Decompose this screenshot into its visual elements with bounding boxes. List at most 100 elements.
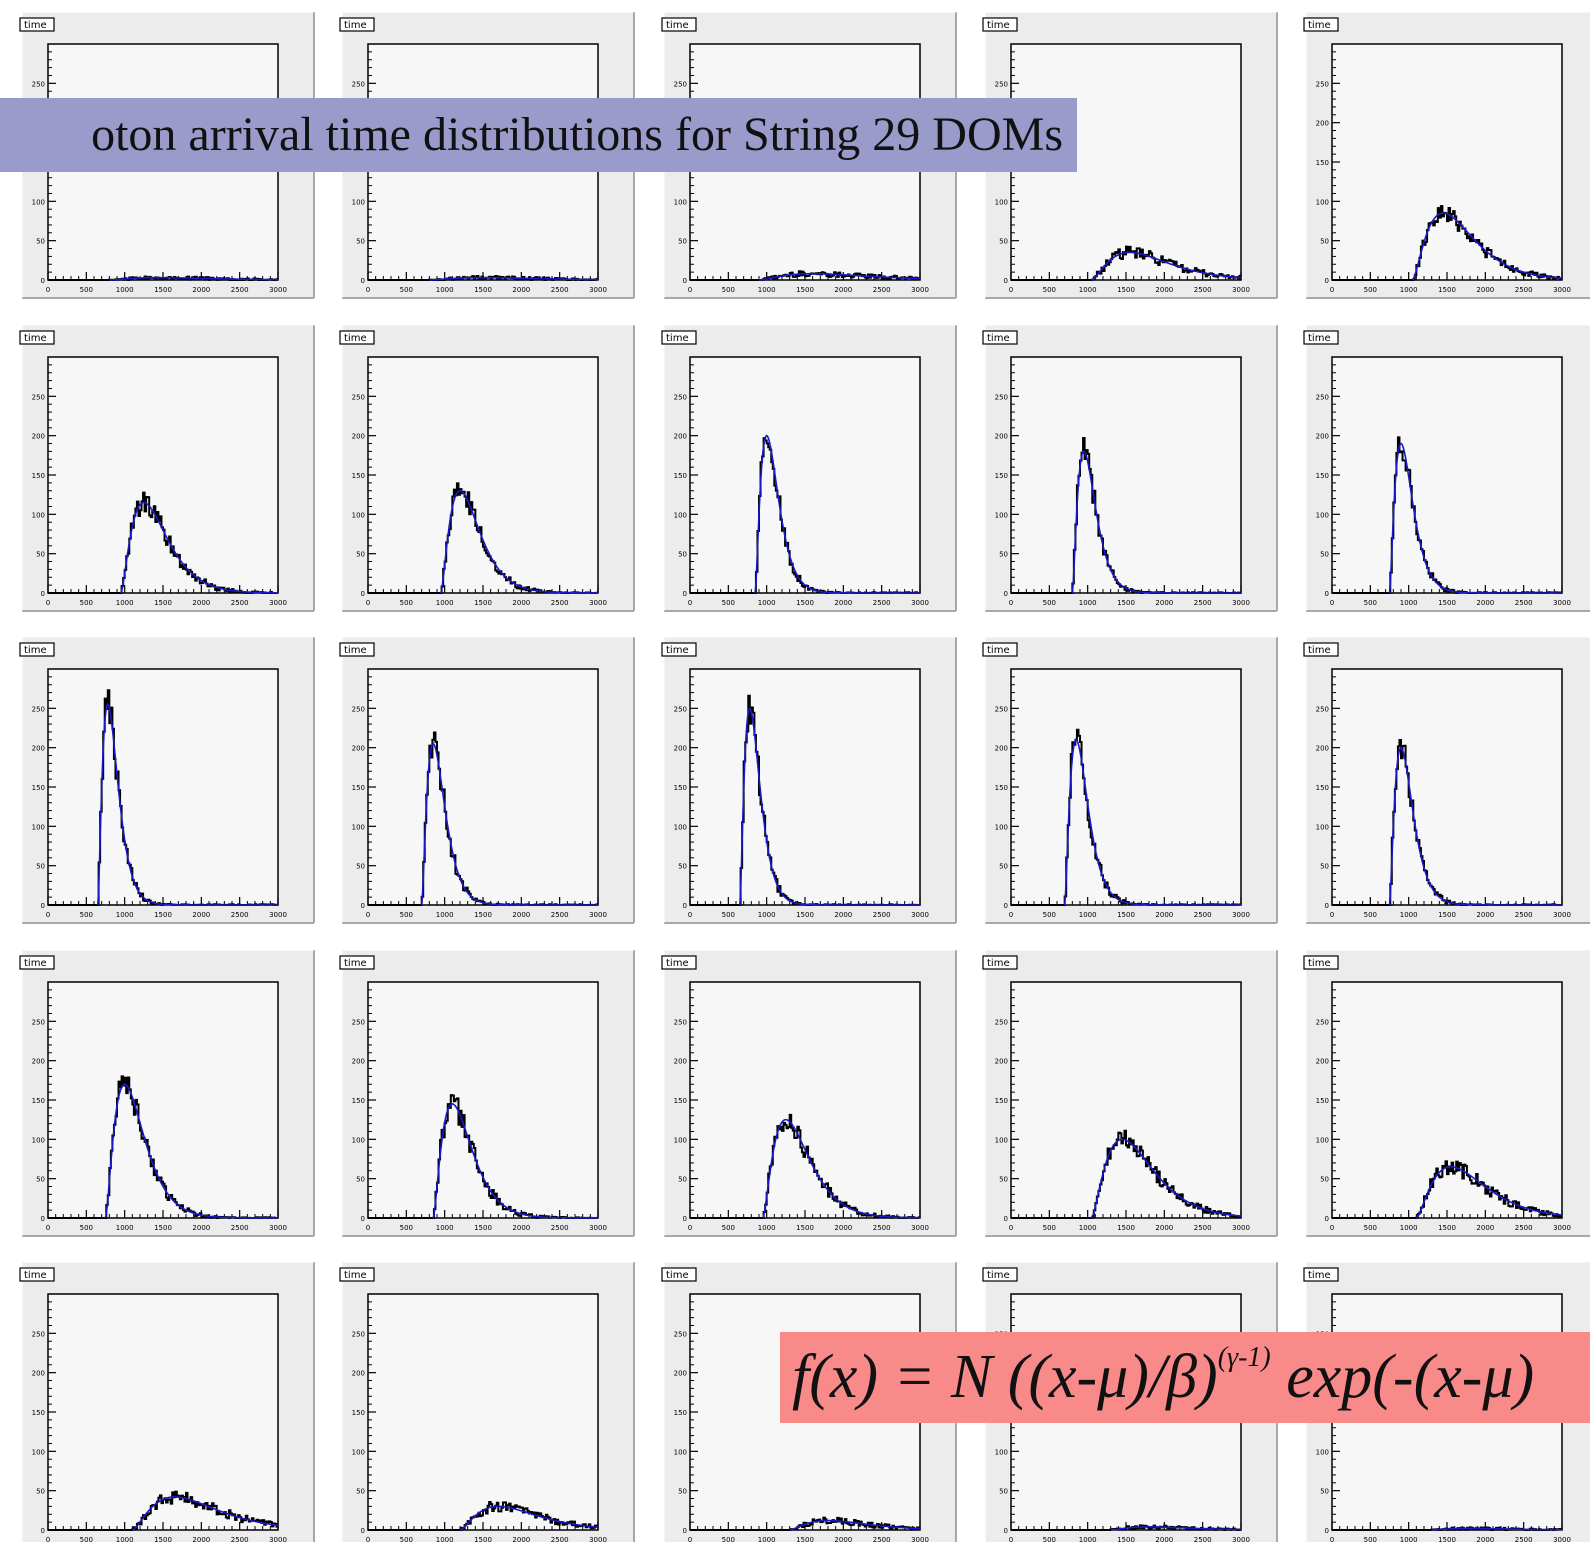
y-tick-label: 250: [674, 393, 687, 401]
y-tick-label: 100: [1316, 198, 1329, 206]
x-tick-label: 2000: [1476, 911, 1494, 919]
x-tick-label: 1500: [154, 599, 172, 607]
x-tick-label: 2000: [512, 911, 530, 919]
y-tick-label: 250: [32, 1330, 45, 1338]
x-tick-label: 1000: [1079, 911, 1097, 919]
y-tick-label: 50: [356, 1488, 365, 1496]
y-tick-label: 0: [1004, 1527, 1008, 1535]
plot-frame: [1010, 356, 1242, 594]
x-tick-label: 0: [46, 599, 50, 607]
x-tick-label: 3000: [269, 911, 287, 919]
x-tick-label: 0: [1330, 1536, 1334, 1542]
title-banner-text: oton arrival time distributions for Stri…: [91, 108, 1063, 161]
fit-curve: [1090, 1138, 1242, 1219]
y-tick-label: 0: [41, 902, 45, 910]
x-tick-label: 1000: [1079, 286, 1097, 294]
y-tick-label: 100: [674, 511, 687, 519]
y-tick-label: 100: [674, 1136, 687, 1144]
formula-main: f(x) = N ((x-μ)/β): [792, 1343, 1218, 1411]
panel-title: time: [24, 20, 47, 31]
x-tick-label: 0: [366, 1536, 370, 1542]
x-tick-label: 3000: [1232, 286, 1250, 294]
fit-curve: [739, 707, 920, 906]
x-tick-label: 1500: [1438, 286, 1456, 294]
y-tick-label: 50: [678, 551, 687, 559]
x-tick-label: 500: [1364, 1536, 1377, 1542]
x-tick-label: 500: [400, 286, 413, 294]
y-tick-label: 0: [683, 590, 687, 598]
y-tick-label: 250: [352, 705, 365, 713]
panel-title-box: [19, 17, 55, 32]
x-tick-label: 0: [688, 286, 692, 294]
panel-title-box: [19, 955, 55, 970]
x-tick-label: 0: [1009, 1536, 1013, 1542]
histogram-series: [1332, 1160, 1562, 1219]
panel-title: time: [24, 645, 47, 656]
y-tick-label: 0: [41, 1527, 45, 1535]
y-tick-label: 250: [32, 1018, 45, 1026]
y-tick-label: 100: [32, 511, 45, 519]
plot-frame: [47, 981, 279, 1219]
y-tick-label: 250: [674, 80, 687, 88]
x-tick-label: 1000: [1400, 1536, 1418, 1542]
histogram-series: [1332, 205, 1562, 281]
x-tick-label: 0: [46, 911, 50, 919]
x-tick-label: 1000: [1079, 1224, 1097, 1232]
y-tick-label: 0: [41, 1215, 45, 1223]
x-tick-label: 2000: [512, 286, 530, 294]
panel-title: time: [1308, 645, 1331, 656]
fit-curve: [1110, 1526, 1242, 1531]
y-tick-label: 200: [1316, 433, 1329, 441]
y-tick-label: 0: [1004, 590, 1008, 598]
panel-title: time: [344, 958, 367, 969]
y-tick-label: 100: [1316, 511, 1329, 519]
panel-title: time: [1308, 958, 1331, 969]
x-tick-label: 0: [688, 911, 692, 919]
y-tick-label: 250: [674, 705, 687, 713]
y-tick-label: 200: [352, 1370, 365, 1378]
x-tick-label: 2500: [1515, 911, 1533, 919]
panel-title-box: [661, 17, 697, 32]
x-tick-label: 500: [80, 1536, 93, 1542]
x-tick-label: 1500: [154, 911, 172, 919]
formula-text: f(x) = N ((x-μ)/β)(γ-1) exp(-(x-μ): [792, 1332, 1534, 1423]
y-tick-label: 50: [999, 863, 1008, 871]
x-tick-label: 2000: [192, 286, 210, 294]
x-tick-label: 500: [80, 1224, 93, 1232]
x-tick-label: 3000: [269, 1224, 287, 1232]
fit-curve: [1388, 746, 1562, 906]
y-tick-label: 250: [995, 705, 1008, 713]
panel-title-box: [339, 642, 375, 657]
x-tick-label: 1500: [1117, 1536, 1135, 1542]
x-tick-label: 2500: [231, 599, 249, 607]
y-tick-label: 150: [995, 784, 1008, 792]
y-tick-label: 100: [32, 1448, 45, 1456]
x-tick-label: 0: [46, 286, 50, 294]
x-tick-label: 2500: [1515, 286, 1533, 294]
y-tick-label: 50: [1320, 238, 1329, 246]
panel-title: time: [666, 645, 689, 656]
panel-title-box: [19, 642, 55, 657]
panel-title-box: [1303, 1267, 1339, 1282]
x-tick-label: 0: [1330, 1224, 1334, 1232]
x-tick-label: 1000: [116, 1224, 134, 1232]
fit-curve: [132, 1496, 279, 1531]
x-tick-label: 1500: [474, 286, 492, 294]
x-tick-label: 2500: [1194, 286, 1212, 294]
x-tick-label: 500: [722, 911, 735, 919]
x-tick-label: 500: [1364, 911, 1377, 919]
x-tick-label: 2000: [834, 911, 852, 919]
panel-title-box: [339, 17, 375, 32]
plot-frame: [1331, 356, 1563, 594]
plot-frame: [689, 356, 921, 594]
x-tick-label: 1000: [116, 1536, 134, 1542]
x-tick-label: 1500: [154, 1224, 172, 1232]
x-tick-label: 3000: [1232, 911, 1250, 919]
x-tick-label: 2000: [1155, 911, 1173, 919]
y-tick-label: 200: [1316, 1058, 1329, 1066]
fit-curve: [789, 1519, 921, 1531]
